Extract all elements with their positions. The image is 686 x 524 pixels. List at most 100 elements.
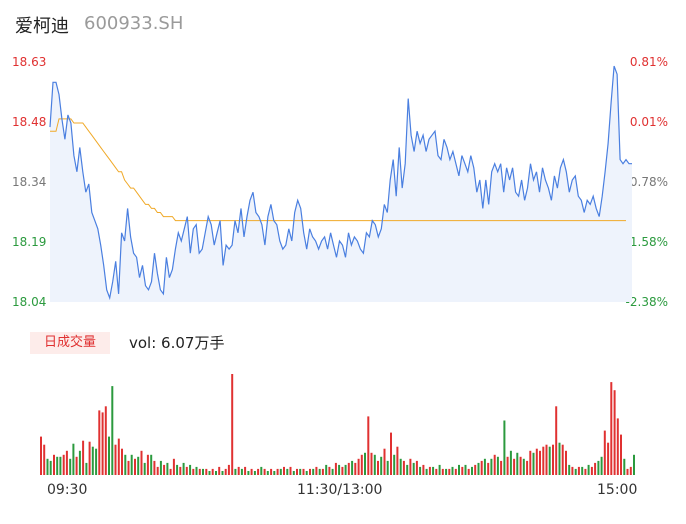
volume-bar bbox=[221, 471, 224, 475]
volume-bar bbox=[166, 462, 169, 475]
volume-bar bbox=[526, 460, 529, 475]
volume-bar bbox=[357, 458, 360, 475]
volume-bar bbox=[305, 471, 308, 475]
volume-bar bbox=[571, 466, 574, 475]
price-area bbox=[50, 66, 632, 302]
volume-tab[interactable]: 日成交量 bbox=[30, 332, 110, 354]
volume-bar bbox=[224, 468, 227, 475]
volume-bar bbox=[312, 468, 315, 475]
volume-bar bbox=[435, 468, 438, 475]
volume-bar bbox=[98, 410, 101, 475]
volume-bar bbox=[156, 466, 159, 475]
volume-bar bbox=[477, 462, 480, 475]
volume-bar bbox=[257, 468, 260, 475]
volume-bar bbox=[231, 374, 234, 475]
volume-bar bbox=[124, 454, 127, 475]
volume-bar bbox=[321, 468, 324, 475]
volume-bar bbox=[590, 466, 593, 475]
volume-bar bbox=[296, 468, 298, 475]
volume-bar bbox=[172, 458, 175, 475]
volume-bar bbox=[273, 471, 276, 475]
volume-bar bbox=[568, 464, 571, 475]
volume-bar bbox=[412, 462, 415, 475]
volume-bar bbox=[202, 468, 204, 475]
volume-bar bbox=[176, 464, 179, 475]
volume-bar bbox=[260, 466, 263, 475]
volume-bar bbox=[127, 460, 130, 475]
volume-bar bbox=[289, 466, 292, 475]
volume-bar bbox=[211, 468, 214, 475]
volume-bar bbox=[454, 468, 457, 475]
volume-bar bbox=[247, 471, 250, 475]
volume-bar bbox=[338, 464, 341, 475]
volume-bar bbox=[205, 468, 208, 475]
volume-bar bbox=[616, 418, 619, 475]
volume-bar bbox=[53, 454, 55, 475]
price-axis-left-label: 18.63 bbox=[12, 55, 47, 69]
volume-bar bbox=[577, 466, 580, 475]
volume-bar bbox=[600, 456, 603, 475]
volume-bar bbox=[509, 450, 512, 475]
volume-bar bbox=[65, 450, 68, 475]
volume-bar bbox=[516, 452, 519, 475]
volume-bar bbox=[163, 464, 166, 475]
volume-bar bbox=[40, 436, 42, 475]
volume-bar bbox=[555, 406, 558, 475]
volume-bar bbox=[458, 464, 460, 475]
volume-bar bbox=[532, 452, 535, 475]
volume-bar bbox=[613, 390, 616, 475]
volume-bar bbox=[88, 441, 91, 475]
volume-bar bbox=[493, 454, 496, 475]
volume-bar bbox=[503, 420, 506, 475]
volume-bar bbox=[302, 468, 305, 475]
volume-bar bbox=[542, 446, 545, 475]
volume-bar bbox=[451, 466, 454, 475]
percent-axis-right-label: 0.81% bbox=[629, 55, 668, 69]
volume-bar bbox=[360, 454, 363, 475]
stock-name: 爱柯迪 bbox=[15, 16, 69, 37]
percent-axis-right-label: -0.78% bbox=[625, 175, 668, 189]
volume-bar bbox=[192, 468, 195, 475]
stock-code: 600933.SH bbox=[84, 13, 184, 34]
volume-bar bbox=[529, 450, 532, 475]
volume-bar bbox=[101, 412, 104, 475]
volume-bar bbox=[535, 448, 538, 475]
volume-bar bbox=[75, 456, 78, 475]
volume-bar bbox=[189, 464, 192, 475]
volume-bar bbox=[117, 438, 120, 475]
volume-bar bbox=[130, 454, 133, 475]
volume-bar bbox=[474, 464, 477, 475]
volume-bar bbox=[309, 468, 311, 475]
volume-bar bbox=[78, 450, 81, 475]
price-axis-left-label: 18.19 bbox=[12, 235, 47, 249]
volume-bar bbox=[620, 434, 622, 475]
volume-bar bbox=[59, 456, 62, 475]
volume-bar bbox=[218, 466, 221, 475]
volume-bar bbox=[545, 444, 548, 475]
volume-bar bbox=[633, 454, 635, 475]
volume-bar bbox=[406, 464, 409, 475]
volume-bar bbox=[85, 462, 88, 475]
volume-bar bbox=[111, 386, 114, 475]
volume-bar bbox=[276, 468, 279, 475]
volume-bar bbox=[373, 454, 376, 475]
volume-bar bbox=[396, 446, 399, 475]
volume-bar bbox=[594, 462, 597, 475]
volume-bar bbox=[461, 466, 464, 475]
volume-bar bbox=[49, 460, 52, 475]
volume-bar bbox=[185, 466, 188, 475]
volume-bar bbox=[513, 458, 516, 475]
volume-bar bbox=[519, 456, 522, 475]
volume-bar bbox=[56, 456, 59, 475]
percent-axis-right-label: -1.58% bbox=[625, 235, 668, 249]
volume-bar bbox=[629, 466, 632, 475]
volume-bar bbox=[383, 448, 386, 475]
volume-bar bbox=[240, 468, 243, 475]
volume-bar bbox=[480, 460, 483, 475]
volume-bar bbox=[150, 454, 153, 475]
volume-bar bbox=[587, 464, 590, 475]
volume-bar bbox=[137, 456, 140, 475]
volume-bar bbox=[315, 466, 318, 475]
price-axis-left-label: 18.48 bbox=[12, 115, 47, 129]
volume-bar bbox=[561, 444, 564, 475]
